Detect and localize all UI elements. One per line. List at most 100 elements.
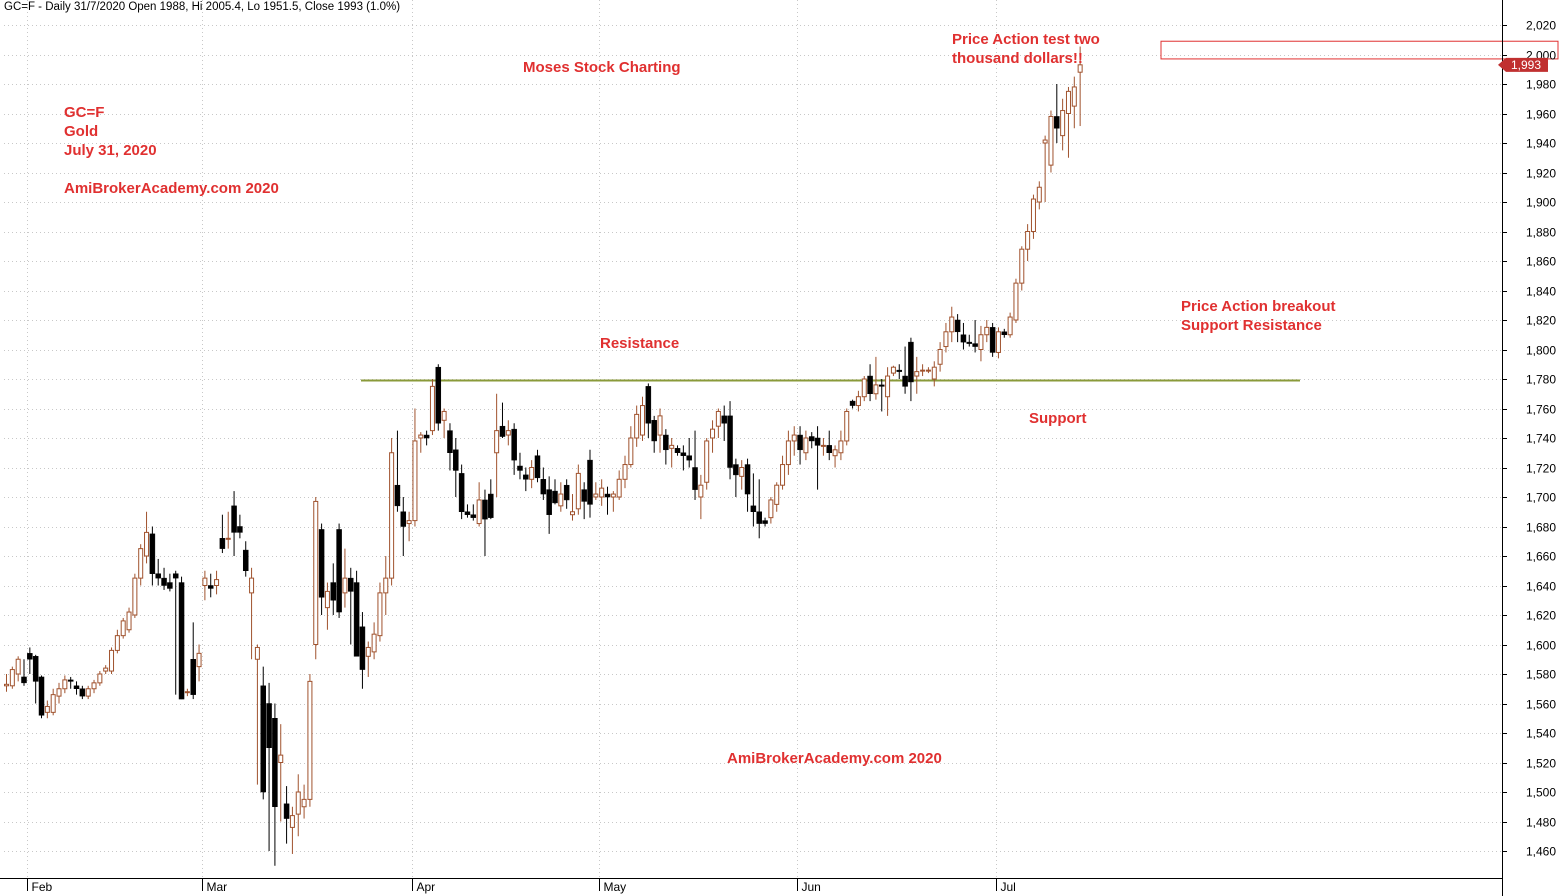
candle	[178, 576, 185, 700]
candle-body	[254, 646, 260, 660]
candle-body	[184, 691, 190, 694]
candle-body	[336, 529, 342, 613]
candle-body	[32, 656, 39, 682]
candle-body	[1019, 248, 1025, 284]
candle-body	[219, 538, 226, 549]
candle	[190, 622, 196, 700]
candle-body	[610, 493, 616, 498]
candle	[563, 479, 570, 509]
candle	[260, 666, 266, 800]
candle-body	[914, 371, 920, 377]
candle-body	[529, 467, 535, 480]
candle-body	[587, 459, 593, 505]
candle-body	[394, 484, 401, 507]
candle	[873, 356, 879, 400]
candle	[184, 688, 190, 697]
x-tick-label: Jul	[1001, 880, 1016, 894]
candle-body	[890, 366, 896, 374]
watermark-title: Moses Stock Charting	[523, 59, 681, 76]
candle-body	[943, 331, 949, 348]
y-tick-label: 1,940	[1526, 137, 1556, 151]
y-tick-label: 1,580	[1526, 668, 1556, 682]
candle-body	[628, 437, 634, 466]
candle-body	[389, 452, 395, 579]
candle	[966, 334, 973, 347]
candle-body	[289, 815, 295, 828]
chart-header: GC=F - Daily 31/7/2020 Open 1988, Hi 200…	[4, 1, 401, 13]
candle	[1036, 181, 1042, 210]
candle	[552, 479, 558, 505]
candle	[62, 675, 68, 694]
candle	[488, 479, 494, 520]
candle-body	[307, 680, 313, 800]
candle-body	[278, 754, 284, 763]
candle	[610, 491, 616, 512]
candle	[447, 423, 453, 471]
candle-body	[669, 444, 675, 449]
candle	[663, 429, 669, 465]
candle-body	[616, 478, 622, 498]
candle	[762, 517, 768, 527]
candle-body	[155, 573, 161, 579]
candle	[225, 511, 231, 549]
candle-body	[237, 526, 243, 533]
candle-body	[552, 490, 558, 504]
candle	[27, 647, 33, 674]
candle-body	[423, 434, 430, 439]
candle-body	[762, 520, 768, 524]
candle	[476, 482, 482, 527]
candle-body	[371, 633, 377, 653]
candles-layer	[4, 46, 1083, 866]
candle-body	[453, 449, 459, 471]
candle-body	[575, 472, 581, 510]
candle-body	[505, 430, 511, 436]
y-tick-label: 1,800	[1526, 344, 1556, 358]
candle-body	[710, 428, 716, 439]
candle-body	[989, 327, 996, 353]
candle-body	[774, 484, 780, 505]
candle-body	[569, 511, 575, 516]
candle-body	[242, 549, 249, 571]
y-tick-label: 1,840	[1526, 285, 1556, 299]
candle-body	[908, 341, 914, 383]
candle-body	[966, 341, 973, 344]
candle	[301, 784, 307, 819]
candle-body	[867, 375, 873, 394]
candle-body	[622, 464, 628, 480]
symbol-block: GC=F Gold July 31, 2020	[64, 103, 157, 160]
candle-body	[879, 384, 885, 387]
candle	[984, 320, 990, 343]
grid	[4, 0, 1502, 878]
candle	[21, 659, 27, 686]
candle-body	[756, 511, 762, 524]
candle-body	[4, 683, 9, 687]
candle	[1065, 86, 1071, 158]
candle	[324, 582, 330, 630]
candle-body	[67, 679, 74, 682]
candle	[114, 629, 120, 654]
y-tick-label: 2,020	[1526, 19, 1556, 33]
candle	[680, 445, 687, 471]
candle-body	[593, 493, 599, 498]
candle	[56, 682, 62, 704]
candle-body	[534, 455, 541, 479]
candle-body	[50, 694, 56, 713]
candle	[954, 314, 961, 343]
candle	[546, 476, 552, 534]
candle	[581, 482, 587, 520]
candle	[826, 430, 832, 461]
x-tick-label: May	[604, 880, 627, 894]
last-price-label: 1,993	[1511, 58, 1541, 72]
candle-body	[97, 673, 103, 684]
x-tick-label: Feb	[32, 880, 53, 894]
candle-body	[202, 577, 208, 586]
candle	[242, 541, 249, 577]
candle	[149, 526, 156, 586]
candle	[132, 573, 138, 618]
candle	[704, 438, 710, 490]
candle	[85, 685, 91, 700]
last-price-tag	[1498, 57, 1548, 72]
candle	[849, 399, 856, 409]
candle	[313, 497, 319, 660]
candle-body	[62, 679, 68, 690]
